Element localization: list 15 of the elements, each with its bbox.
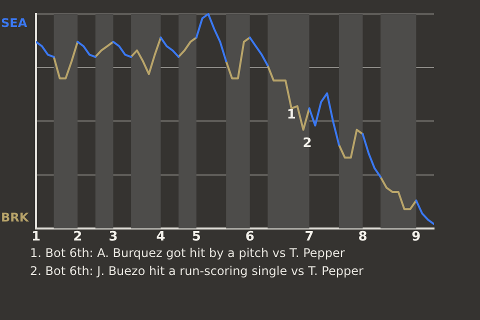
x-tick-label: 6 <box>245 230 254 245</box>
text: BRK <box>1 210 30 225</box>
series-label: SEA <box>1 16 28 30</box>
text: 1. Bot 6th: A. Burquez got hit by a pitch vs T. Pepper <box>30 245 346 262</box>
text: 2. Bot 6th: J. Buezo hit a run-scoring single vs T. Pepper <box>30 263 364 280</box>
x-tick-label: 8 <box>358 230 368 245</box>
annotation: 1 <box>286 108 296 123</box>
x-tick-label: 9 <box>412 230 421 245</box>
x-tick-label: 1 <box>31 230 41 245</box>
x-tick-label: 4 <box>156 230 166 245</box>
x-tick-label: 7 <box>304 230 314 245</box>
x-tick-label: 2 <box>73 230 82 245</box>
x-tick-label: 3 <box>108 230 118 245</box>
annotation: 2 <box>302 136 312 152</box>
x-tick-label: 5 <box>192 230 201 245</box>
